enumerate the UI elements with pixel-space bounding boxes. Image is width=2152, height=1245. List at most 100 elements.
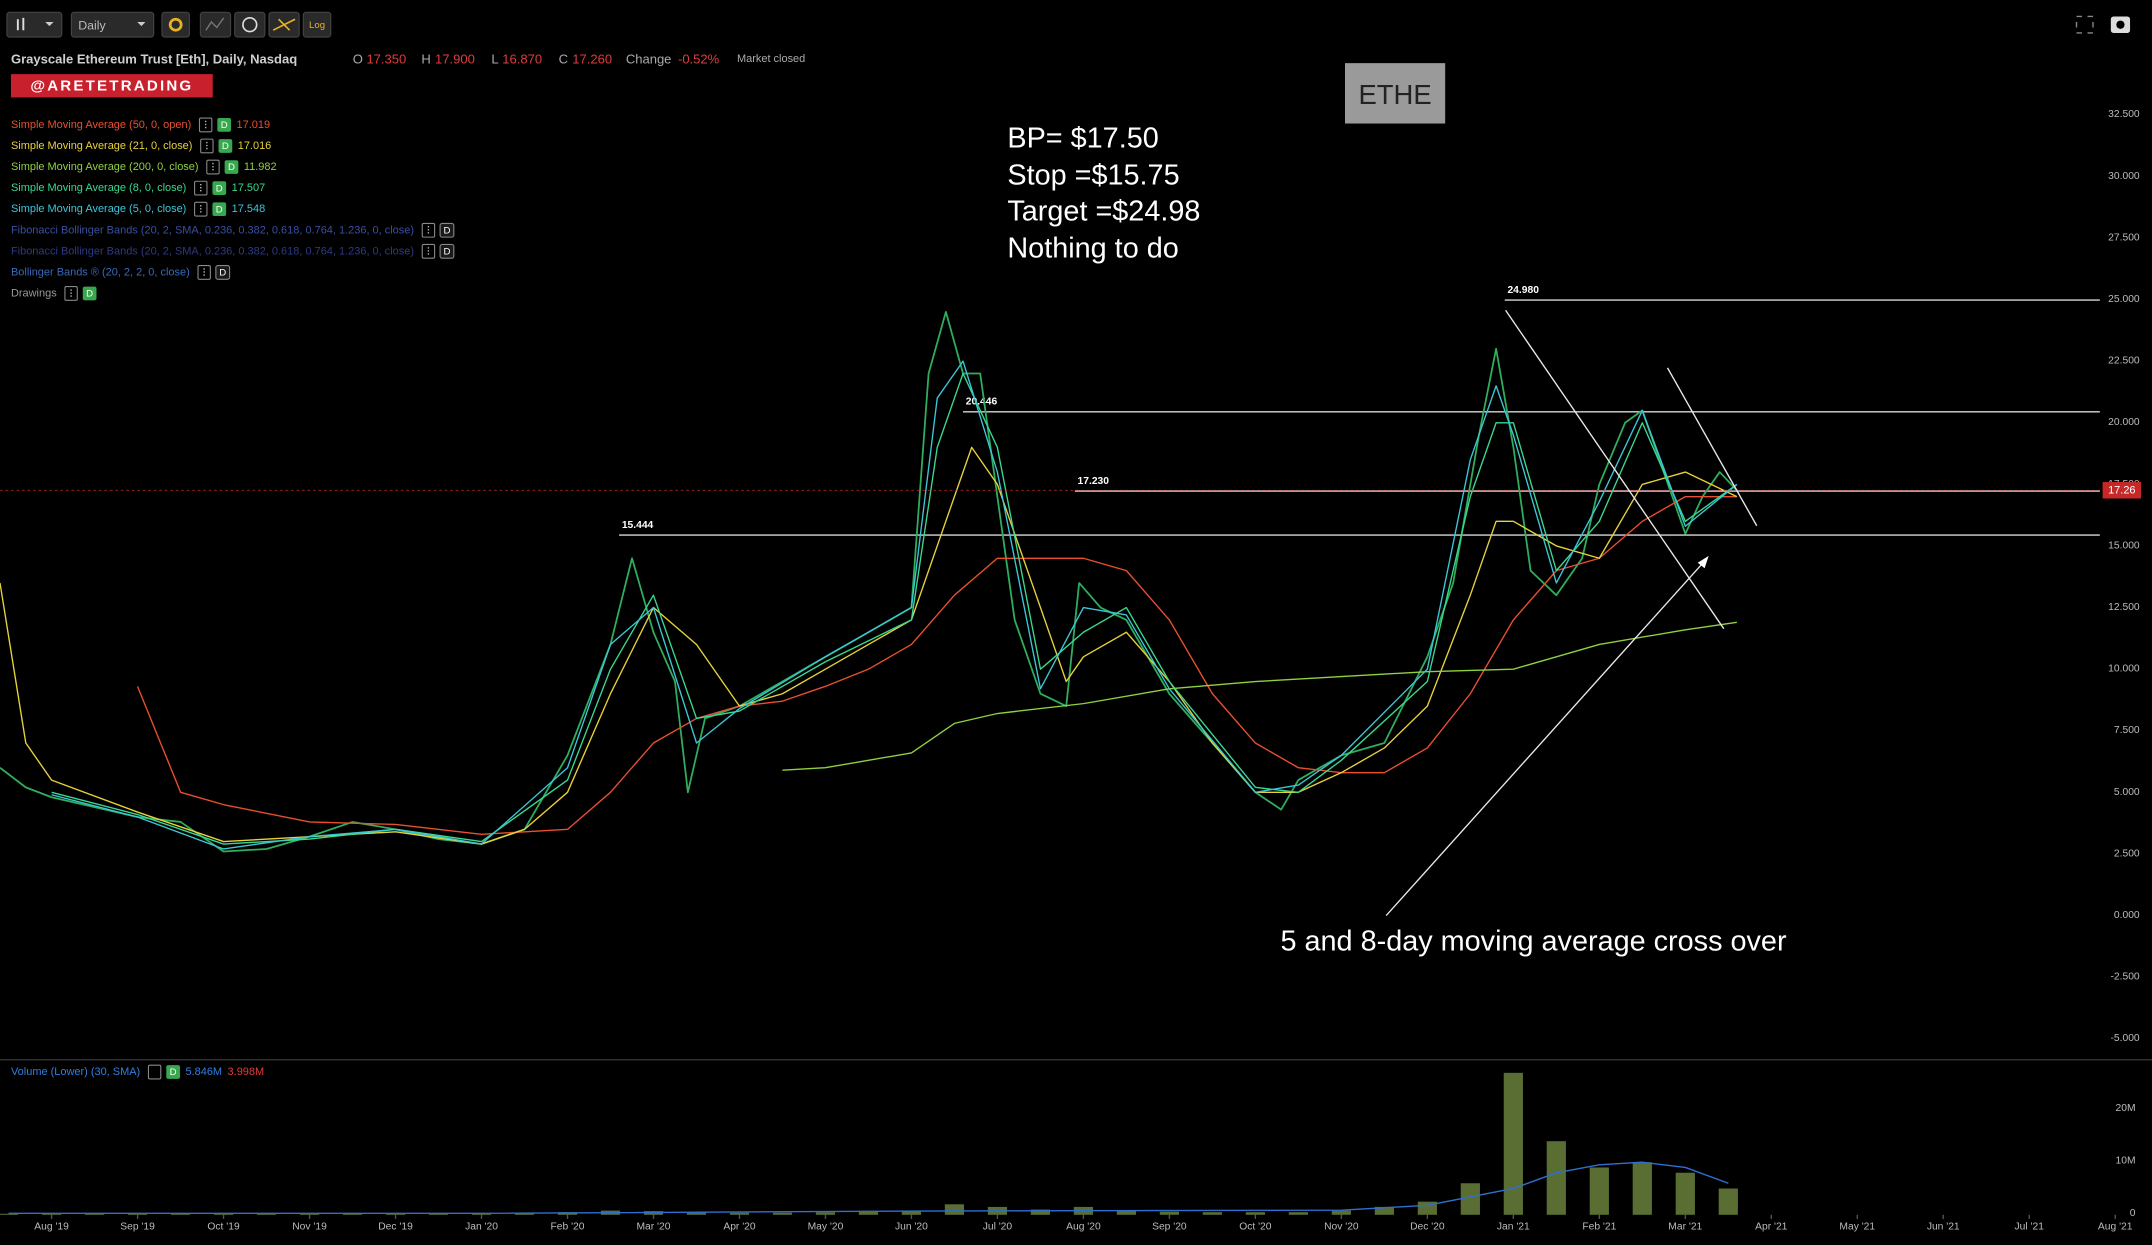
legend-entry: Simple Moving Average (50, 0, open) [11, 119, 191, 131]
volume-bar [1632, 1162, 1652, 1215]
volume-bar [385, 1213, 406, 1215]
volume-bar [815, 1212, 836, 1215]
volume-bar [1331, 1210, 1351, 1215]
interval-dropdown[interactable] [70, 11, 155, 38]
legend-value: 17.507 [232, 182, 266, 194]
x-tick-label: Apr '21 [1755, 1222, 1788, 1233]
y-tick-label: 25.000 [2108, 294, 2140, 305]
trade-plan: BP= $17.50 Stop =$15.75 Target =$24.98 N… [1007, 123, 1200, 265]
x-tick-label: Sep '20 [1152, 1222, 1187, 1233]
volume-bar [299, 1213, 320, 1215]
y-tick-label: 22.500 [2108, 356, 2140, 367]
volume-value: 3.998M [228, 1066, 265, 1078]
volume-bar [1546, 1141, 1566, 1215]
legend-entry: Drawings [11, 287, 57, 299]
annotation-line: Target =$24.98 [1007, 195, 1200, 227]
icon [168, 17, 183, 32]
y-tick-label: 10.000 [2108, 664, 2140, 675]
volume-bar [127, 1213, 148, 1215]
replay-button[interactable] [234, 11, 266, 38]
volume-bar [858, 1211, 879, 1215]
chart-style-button[interactable] [6, 11, 63, 38]
arrow-head [1697, 555, 1709, 569]
icon [137, 21, 146, 27]
fullscreen-button[interactable] [2075, 15, 2094, 34]
legend-badge [166, 1065, 181, 1079]
last-price-tag [2102, 482, 2142, 499]
y-tick-label: 15.000 [2108, 540, 2140, 551]
arrow-line [1385, 563, 1703, 917]
x-tick-label: Oct '19 [207, 1222, 240, 1233]
y-tick-label: 5.000 [2114, 787, 2140, 798]
annotation-line: Nothing to do [1007, 232, 1178, 264]
ohlc-value: 17.350 [366, 52, 406, 67]
y-tick-label: 7.500 [2114, 725, 2140, 736]
indicator-button[interactable] [199, 11, 232, 38]
x-tick-label: Jul '21 [2015, 1222, 2045, 1233]
level-label: 15.444 [622, 520, 654, 531]
volume-bar [1460, 1183, 1480, 1215]
legend-menu-icon [194, 201, 208, 217]
volume-bar [1116, 1210, 1137, 1215]
symbol-title: Grayscale Ethereum Trust [Eth], Daily, N… [11, 52, 297, 67]
legend-menu-icon [421, 243, 436, 259]
legend-badge [212, 202, 227, 217]
legend-badge [82, 286, 97, 301]
settings-button[interactable] [161, 11, 190, 38]
volume-bar [1288, 1212, 1308, 1215]
volume-bar [729, 1212, 750, 1215]
change-value: -0.52% [678, 52, 720, 67]
legend-entry: Simple Moving Average (5, 0, close) [11, 203, 186, 215]
legend-value: 17.016 [238, 140, 272, 152]
x-tick-label: Aug '20 [1066, 1222, 1101, 1233]
volume-bar [1374, 1206, 1394, 1215]
volume-bar [1503, 1072, 1523, 1215]
log-label: Log [309, 20, 325, 31]
volume-bar [428, 1213, 449, 1215]
legend-badge-label: D [443, 225, 450, 236]
x-tick-label: Aug '21 [2098, 1222, 2133, 1233]
watermark-box [10, 74, 213, 98]
legend-badge-label: D [216, 204, 223, 215]
legend-menu-icon [147, 1064, 162, 1080]
x-tick-label: Mar '20 [637, 1222, 671, 1233]
volume-bar [213, 1213, 234, 1215]
legend-entry: Simple Moving Average (200, 0, close) [11, 161, 199, 173]
volume-bar [41, 1213, 62, 1215]
legend-value: 17.548 [232, 203, 266, 215]
legend-badge [215, 264, 231, 280]
legend-value: 17.019 [237, 119, 271, 131]
y-tick-label: 32.500 [2108, 109, 2140, 120]
volume-bar [342, 1213, 363, 1215]
x-tick-label: Oct '20 [1239, 1222, 1272, 1233]
legend-menu-icon [198, 117, 213, 133]
legend-badge-label: D [216, 183, 223, 194]
volume-bar [772, 1212, 793, 1215]
plot-area: 32.500 30.000 27.500 25.000 22.500 20.000 17.5… [0, 109, 2142, 1233]
x-tick-label: Dec '20 [1410, 1222, 1445, 1233]
x-tick-label: Apr '20 [723, 1222, 756, 1233]
log-button[interactable] [302, 11, 332, 38]
ticker-box [1345, 63, 1446, 124]
volume-bar [944, 1204, 965, 1215]
annotation-line: BP= $17.50 [1007, 123, 1158, 155]
volume-bar [0, 1213, 19, 1215]
legend-menu-icon [421, 222, 436, 238]
market-status: Market closed [737, 53, 805, 65]
change-label: Change [626, 52, 672, 67]
y-tick-label: 10M [2116, 1155, 2136, 1166]
y-tick-label: -5.000 [2110, 1033, 2139, 1044]
y-tick-label: 2.500 [2114, 848, 2140, 859]
volume-bar [901, 1210, 922, 1215]
legend-badge-label: D [228, 162, 235, 173]
moving-average-line [782, 621, 1737, 771]
ohlc-value: 17.260 [572, 52, 612, 67]
x-tick-label: May '21 [1839, 1222, 1875, 1233]
x-tick-label: Jun '20 [895, 1222, 928, 1233]
interval-label: Daily [78, 18, 106, 32]
volume-bar [1675, 1172, 1695, 1215]
legend-menu-icon [197, 264, 211, 280]
legend-badge-label: D [443, 247, 450, 258]
legend-entry: Simple Moving Average (8, 0, close) [11, 182, 186, 194]
